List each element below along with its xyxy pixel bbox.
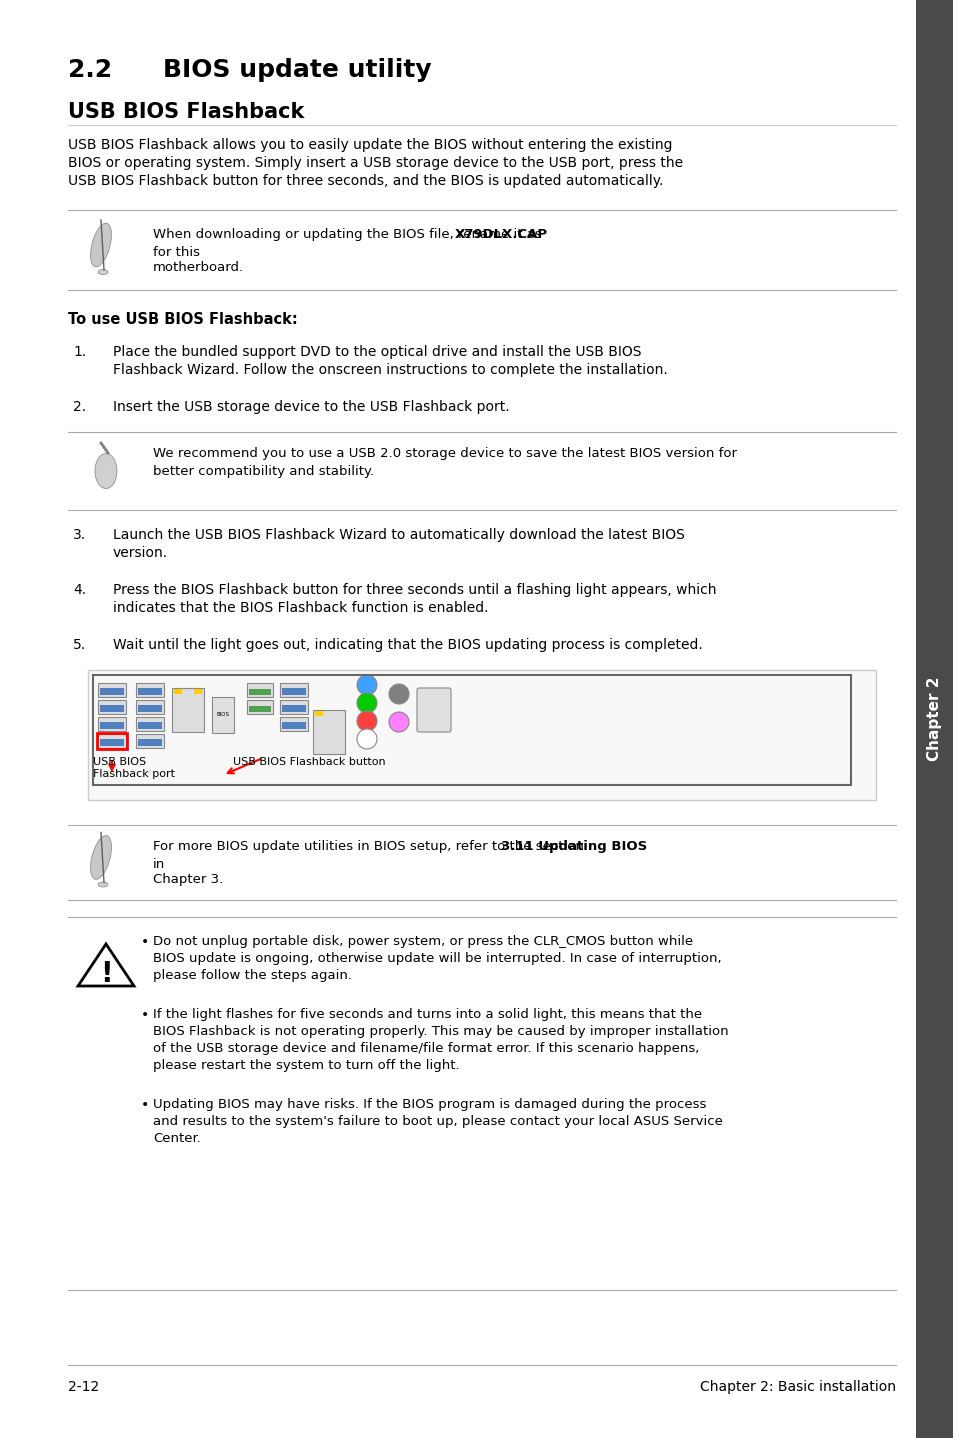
Text: USB BIOS Flashback allows you to easily update the BIOS without entering the exi: USB BIOS Flashback allows you to easily … (68, 138, 672, 152)
Text: indicates that the BIOS Flashback function is enabled.: indicates that the BIOS Flashback functi… (112, 601, 488, 615)
Text: BIOS Flashback is not operating properly. This may be caused by improper install: BIOS Flashback is not operating properly… (152, 1025, 728, 1038)
Text: Chapter 2: Basic installation: Chapter 2: Basic installation (700, 1380, 895, 1393)
Text: Chapter 2: Chapter 2 (926, 677, 942, 761)
Bar (280, 683, 308, 697)
Bar (282, 705, 306, 712)
Text: for this
motherboard.: for this motherboard. (152, 246, 244, 275)
Circle shape (356, 729, 376, 749)
Text: •: • (141, 935, 149, 949)
Text: X79DLX.CAP: X79DLX.CAP (455, 229, 548, 242)
Text: USB BIOS Flashback button for three seconds, and the BIOS is updated automatical: USB BIOS Flashback button for three seco… (68, 174, 662, 188)
Text: 4.: 4. (73, 582, 86, 597)
Bar (98, 718, 126, 731)
Text: please follow the steps again.: please follow the steps again. (152, 969, 352, 982)
Bar (138, 739, 162, 746)
Text: 2.2: 2.2 (68, 58, 112, 82)
Bar (100, 722, 124, 729)
Text: Wait until the light goes out, indicating that the BIOS updating process is comp: Wait until the light goes out, indicatin… (112, 638, 702, 651)
Text: When downloading or updating the BIOS file, rename it as: When downloading or updating the BIOS fi… (152, 229, 545, 242)
Bar (247, 683, 273, 697)
Circle shape (356, 693, 376, 713)
Text: in
Chapter 3.: in Chapter 3. (152, 858, 223, 886)
Text: 3.: 3. (73, 528, 86, 542)
Text: Flashback Wizard. Follow the onscreen instructions to complete the installation.: Flashback Wizard. Follow the onscreen in… (112, 362, 667, 377)
Text: of the USB storage device and filename/file format error. If this scenario happe: of the USB storage device and filename/f… (152, 1043, 699, 1055)
Bar (88, 670, 875, 800)
Text: Place the bundled support DVD to the optical drive and install the USB BIOS: Place the bundled support DVD to the opt… (112, 345, 640, 360)
Text: 5.: 5. (73, 638, 86, 651)
Text: USB BIOS Flashback: USB BIOS Flashback (68, 102, 304, 122)
Ellipse shape (98, 881, 108, 887)
Text: better compatibility and stability.: better compatibility and stability. (152, 464, 374, 477)
Text: BIOS or operating system. Simply insert a USB storage device to the USB port, pr: BIOS or operating system. Simply insert … (68, 155, 682, 170)
Text: 2.: 2. (73, 400, 86, 414)
Bar (100, 687, 124, 695)
Text: We recommend you to use a USB 2.0 storage device to save the latest BIOS version: We recommend you to use a USB 2.0 storag… (152, 447, 737, 460)
Bar (249, 689, 271, 695)
Text: 1.: 1. (73, 345, 86, 360)
Ellipse shape (91, 223, 112, 267)
Text: please restart the system to turn off the light.: please restart the system to turn off th… (152, 1058, 459, 1071)
Bar (915, 0, 953, 1438)
Bar (136, 718, 164, 731)
Text: 3.11 Updating BIOS: 3.11 Updating BIOS (501, 840, 647, 853)
Bar (98, 683, 126, 697)
Text: USB BIOS Flashback button: USB BIOS Flashback button (233, 756, 385, 766)
Polygon shape (78, 943, 133, 986)
Text: 2-12: 2-12 (68, 1380, 99, 1393)
Text: BIOS: BIOS (216, 712, 230, 718)
Circle shape (389, 712, 409, 732)
Text: version.: version. (112, 546, 168, 559)
Bar (100, 705, 124, 712)
Text: and results to the system's failure to boot up, please contact your local ASUS S: and results to the system's failure to b… (152, 1114, 722, 1127)
Ellipse shape (95, 453, 117, 489)
Bar (247, 700, 273, 715)
Bar (97, 733, 127, 749)
Bar (136, 733, 164, 748)
Circle shape (356, 674, 376, 695)
Ellipse shape (98, 269, 108, 275)
Text: •: • (141, 1008, 149, 1022)
Text: BIOS update is ongoing, otherwise update will be interrupted. In case of interru: BIOS update is ongoing, otherwise update… (152, 952, 720, 965)
Bar (136, 683, 164, 697)
Text: •: • (141, 1099, 149, 1112)
Text: If the light flashes for five seconds and turns into a solid light, this means t: If the light flashes for five seconds an… (152, 1008, 701, 1021)
Text: Center.: Center. (152, 1132, 201, 1145)
Bar (98, 733, 126, 748)
Bar (98, 700, 126, 715)
Circle shape (389, 684, 409, 705)
Bar (138, 722, 162, 729)
Bar (172, 687, 204, 732)
Bar (282, 722, 306, 729)
Text: Updating BIOS may have risks. If the BIOS program is damaged during the process: Updating BIOS may have risks. If the BIO… (152, 1099, 705, 1112)
Bar (173, 689, 182, 695)
Text: BIOS update utility: BIOS update utility (163, 58, 431, 82)
Text: Launch the USB BIOS Flashback Wizard to automatically download the latest BIOS: Launch the USB BIOS Flashback Wizard to … (112, 528, 684, 542)
Bar (313, 710, 345, 754)
Bar (280, 700, 308, 715)
Text: To use USB BIOS Flashback:: To use USB BIOS Flashback: (68, 312, 297, 326)
Bar (280, 718, 308, 731)
Ellipse shape (91, 835, 112, 880)
Text: Do not unplug portable disk, power system, or press the CLR_CMOS button while: Do not unplug portable disk, power syste… (152, 935, 693, 948)
Bar (282, 687, 306, 695)
Circle shape (356, 710, 376, 731)
FancyBboxPatch shape (416, 687, 451, 732)
Bar (212, 697, 233, 733)
Text: Insert the USB storage device to the USB Flashback port.: Insert the USB storage device to the USB… (112, 400, 509, 414)
Bar (100, 739, 124, 746)
Text: Press the BIOS Flashback button for three seconds until a flashing light appears: Press the BIOS Flashback button for thre… (112, 582, 716, 597)
Bar (193, 689, 202, 695)
Bar (138, 705, 162, 712)
Text: USB BIOS
Flashback port: USB BIOS Flashback port (92, 756, 174, 778)
Bar (138, 687, 162, 695)
Bar (136, 700, 164, 715)
Bar (249, 706, 271, 712)
Bar (314, 710, 323, 716)
Text: !: ! (99, 961, 112, 988)
Text: For more BIOS update utilities in BIOS setup, refer to the section: For more BIOS update utilities in BIOS s… (152, 840, 587, 853)
